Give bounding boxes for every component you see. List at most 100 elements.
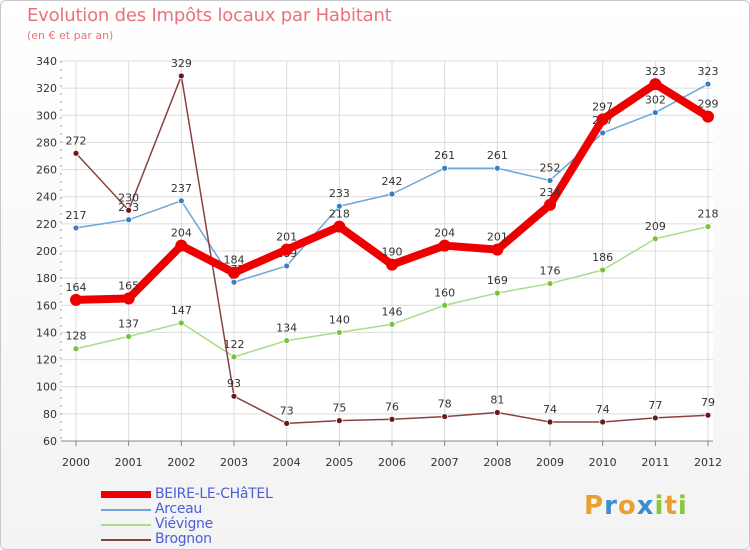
x-tick-label: 2010 <box>589 456 617 469</box>
data-point <box>651 109 659 116</box>
data-label: 169 <box>487 274 508 287</box>
chart-subtitle: (en € et par an) <box>27 29 114 42</box>
data-point <box>704 411 712 419</box>
data-point <box>125 216 133 224</box>
series-beire-le-ch-tel: 164 165 204 184 201 218 190 204 201 234 297 323 299 <box>66 65 719 306</box>
data-label: 201 <box>276 231 297 244</box>
y-tick-label: 180 <box>36 272 57 285</box>
data-point <box>651 235 659 243</box>
data-point <box>546 418 554 426</box>
legend: BEIRE-LE-CHâTEL Arceau Viévigne Brognon <box>101 487 273 547</box>
legend-item-arceau: Arceau <box>101 502 272 517</box>
data-point <box>493 289 501 297</box>
data-point <box>122 292 135 305</box>
data-label: 146 <box>382 305 403 318</box>
data-label: 329 <box>171 57 192 70</box>
data-label: 252 <box>540 161 561 174</box>
data-label: 261 <box>434 149 455 162</box>
x-tick-label: 2001 <box>115 456 143 469</box>
x-tick-label: 2002 <box>167 456 195 469</box>
data-label: 204 <box>171 227 192 240</box>
data-label: 272 <box>66 134 87 147</box>
legend-item-vievigne: Viévigne <box>101 517 272 532</box>
data-point <box>493 164 501 172</box>
data-label: 218 <box>329 208 350 221</box>
data-point <box>388 320 396 328</box>
y-tick-label: 220 <box>36 218 57 231</box>
x-tick-label: 2000 <box>62 456 90 469</box>
data-point <box>546 280 554 287</box>
y-tick-label: 160 <box>36 299 57 312</box>
data-point <box>335 329 343 336</box>
data-label: 299 <box>698 98 719 111</box>
y-tick-label: 140 <box>36 326 57 339</box>
data-label: 297 <box>592 100 613 113</box>
y-tick-label: 60 <box>43 435 57 448</box>
legend-swatch-vievigne <box>101 523 151 526</box>
data-label: 237 <box>171 182 192 195</box>
data-point <box>704 80 712 88</box>
data-label: 204 <box>434 227 455 240</box>
y-tick-label: 340 <box>36 55 57 68</box>
data-point <box>438 239 451 252</box>
legend-item-brognon: Brognon <box>101 532 272 547</box>
data-label: 165 <box>118 280 139 293</box>
data-label: 81 <box>490 394 504 407</box>
series-vi-vigne: 128 137 147 122 134 140 146 160 169 176 186 209 218 <box>66 208 719 361</box>
data-point <box>228 266 240 279</box>
x-tick-label: 2008 <box>483 456 511 469</box>
data-label: 75 <box>332 402 346 415</box>
x-tick-label: 2012 <box>694 456 722 469</box>
data-label: 128 <box>66 330 87 343</box>
data-label: 230 <box>118 191 139 204</box>
logo-letter: i <box>677 491 688 521</box>
series-arceau: 217223237177189233242261261252287302323 <box>66 65 719 286</box>
y-tick-label: 240 <box>36 191 57 204</box>
data-point <box>175 239 188 252</box>
data-point <box>280 243 293 256</box>
data-label: 147 <box>171 304 192 317</box>
data-label: 233 <box>329 187 350 200</box>
chart-title: Evolution des Impôts locaux par Habitant <box>27 5 392 26</box>
y-tick-label: 200 <box>36 245 57 258</box>
y-tick-label: 320 <box>36 82 57 95</box>
data-point <box>333 220 346 233</box>
data-label: 261 <box>487 149 508 162</box>
data-label: 76 <box>385 400 399 413</box>
legend-item-beire: BEIRE-LE-CHâTEL <box>101 487 273 502</box>
data-label: 234 <box>540 186 561 199</box>
proxiti-logo: Proxiti <box>584 491 688 521</box>
y-tick-label: 260 <box>36 164 57 177</box>
data-point <box>651 414 659 422</box>
data-label: 93 <box>227 377 241 390</box>
data-point <box>596 113 609 126</box>
data-label: 78 <box>438 398 452 411</box>
data-label: 218 <box>698 208 719 221</box>
data-point <box>704 223 712 230</box>
data-point <box>386 258 398 271</box>
data-point <box>72 345 80 353</box>
legend-label-brognon: Brognon <box>155 531 212 547</box>
data-point <box>230 353 238 361</box>
data-point <box>125 333 133 340</box>
data-point <box>491 243 504 256</box>
data-point <box>230 392 238 400</box>
data-point <box>599 266 607 274</box>
data-label: 164 <box>66 281 87 294</box>
x-tick-label: 2011 <box>641 456 669 469</box>
data-point <box>388 190 396 198</box>
data-point <box>599 418 607 426</box>
y-tick-label: 100 <box>36 381 57 394</box>
data-label: 140 <box>329 313 350 326</box>
data-label: 201 <box>487 231 508 244</box>
data-label: 73 <box>280 404 294 417</box>
logo-letter: o <box>617 491 637 521</box>
data-point <box>493 409 501 416</box>
data-point <box>283 262 291 270</box>
data-point <box>72 224 80 232</box>
data-point <box>702 110 714 123</box>
data-point <box>230 278 238 286</box>
data-point <box>125 206 133 214</box>
logo-letter: t <box>664 491 678 521</box>
